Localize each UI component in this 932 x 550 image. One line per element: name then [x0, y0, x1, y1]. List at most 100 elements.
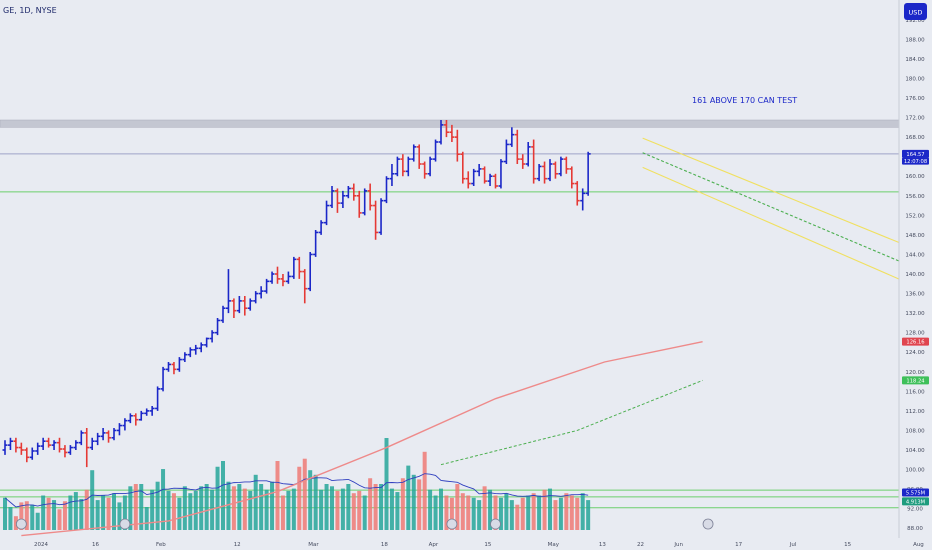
trend-channel [642, 137, 905, 282]
volume-bar [428, 489, 433, 530]
volume-bar [488, 489, 493, 530]
price-tick-label: 100.00 [905, 468, 925, 474]
price-tick-label: 112.00 [905, 409, 925, 415]
volume-bar [231, 486, 236, 530]
price-tick-label: 108.00 [905, 428, 925, 434]
price-tag [902, 497, 929, 506]
ohlc-bar [166, 362, 171, 372]
ohlc-bar [247, 298, 253, 311]
ohlc-bar [520, 154, 526, 169]
price-tick-label: 192.00 [905, 18, 925, 24]
ohlc-bar [449, 124, 455, 142]
volume-bar [531, 493, 536, 530]
symbol-label[interactable]: GE, 1D, NYSE [3, 6, 57, 15]
price-tag [902, 337, 929, 346]
volume-bar [106, 497, 111, 530]
volume-bar [199, 486, 204, 530]
ohlc-bar [454, 129, 460, 162]
volume-bar [139, 484, 144, 530]
time-tick-label: 16 [92, 542, 99, 548]
time-tick-label: Mar [308, 542, 319, 548]
price-tick-label: 132.00 [905, 311, 925, 317]
ohlc-bar [215, 318, 221, 336]
ohlc-bar [46, 437, 52, 448]
volume-bar [439, 488, 443, 530]
price-tick-label: 120.00 [905, 370, 925, 376]
ohlc-bar [563, 156, 569, 174]
price-tick-label: 180.00 [905, 76, 925, 82]
ohlc-bar [351, 183, 357, 201]
ohlc-bar [116, 423, 122, 436]
ohlc-bar [204, 337, 210, 348]
volume-bar [270, 481, 275, 530]
event-markers [15, 518, 714, 530]
ohlc-bar [253, 291, 259, 304]
volume-bar [515, 504, 520, 530]
volume-bar [41, 495, 46, 530]
volume-bar [144, 507, 149, 530]
price-axis-panel[interactable] [899, 0, 932, 550]
currency-badge[interactable] [904, 3, 927, 20]
ohlc-bar [542, 161, 548, 184]
ohlc-bar [78, 430, 84, 446]
price-tick-label: 128.00 [905, 331, 925, 337]
ohlc-bar [187, 347, 193, 358]
ohlc-bar [503, 139, 509, 164]
chart-annotation[interactable]: 161 ABOVE 170 CAN TEST [692, 96, 797, 105]
volume-bar [460, 493, 465, 530]
volume-bar [449, 497, 454, 530]
ohlc-bar [509, 127, 515, 147]
time-tick-label: 13 [599, 542, 606, 548]
volume-bar [313, 474, 318, 530]
volume-bar [286, 490, 291, 530]
time-axis-panel[interactable] [0, 538, 932, 550]
volume-bar [84, 489, 89, 530]
ohlc-bar [149, 406, 155, 416]
time-tick-label: Feb [156, 542, 166, 548]
ohlc-bar [291, 256, 297, 279]
volume-bar [280, 495, 285, 530]
volume-bar [297, 466, 302, 530]
price-tag-label: 4.913M [906, 499, 925, 505]
price-tick-label: 104.00 [905, 448, 925, 454]
volume-bar [248, 490, 253, 530]
ohlc-bar [144, 408, 150, 416]
volume-bar [62, 501, 67, 530]
ohlc-bar [95, 432, 101, 446]
price-tick-label: 148.00 [905, 233, 925, 239]
ohlc-bar [394, 156, 400, 177]
time-tick-label: May [548, 542, 560, 548]
ohlc-bar [73, 440, 79, 450]
price-tick-label: 136.00 [905, 292, 925, 298]
volume-bar [73, 492, 78, 530]
ohlc-bar [24, 447, 30, 463]
price-tick-label: 184.00 [905, 57, 925, 63]
price-tag-label: 126.16 [906, 340, 924, 346]
time-tick-label: 18 [381, 542, 388, 548]
ohlc-bar [67, 445, 73, 455]
volume-bar [242, 488, 247, 530]
volume-bar [90, 470, 95, 530]
ohlc-bar [127, 413, 133, 424]
volume-bar [46, 497, 51, 530]
ohlc-bar [285, 271, 291, 284]
time-tick-label: 12 [234, 542, 241, 548]
volume-bar [509, 500, 514, 530]
ohlc-bar [133, 413, 139, 426]
volume-bar [150, 489, 155, 530]
volume-bar [406, 465, 411, 530]
ohlc-bar [476, 164, 482, 177]
ohlc-bar [155, 386, 161, 411]
volume-bar [30, 504, 35, 530]
volume-bar [193, 490, 198, 530]
price-tick-label: 188.00 [905, 37, 925, 43]
volume-bar [221, 461, 225, 530]
price-tick-label: 124.00 [905, 350, 925, 356]
volume-bar [504, 493, 509, 530]
ohlc-bar [465, 171, 471, 189]
volume-bar [264, 489, 269, 530]
ohlc-bar [378, 198, 384, 235]
ohlc-bar [422, 161, 428, 179]
